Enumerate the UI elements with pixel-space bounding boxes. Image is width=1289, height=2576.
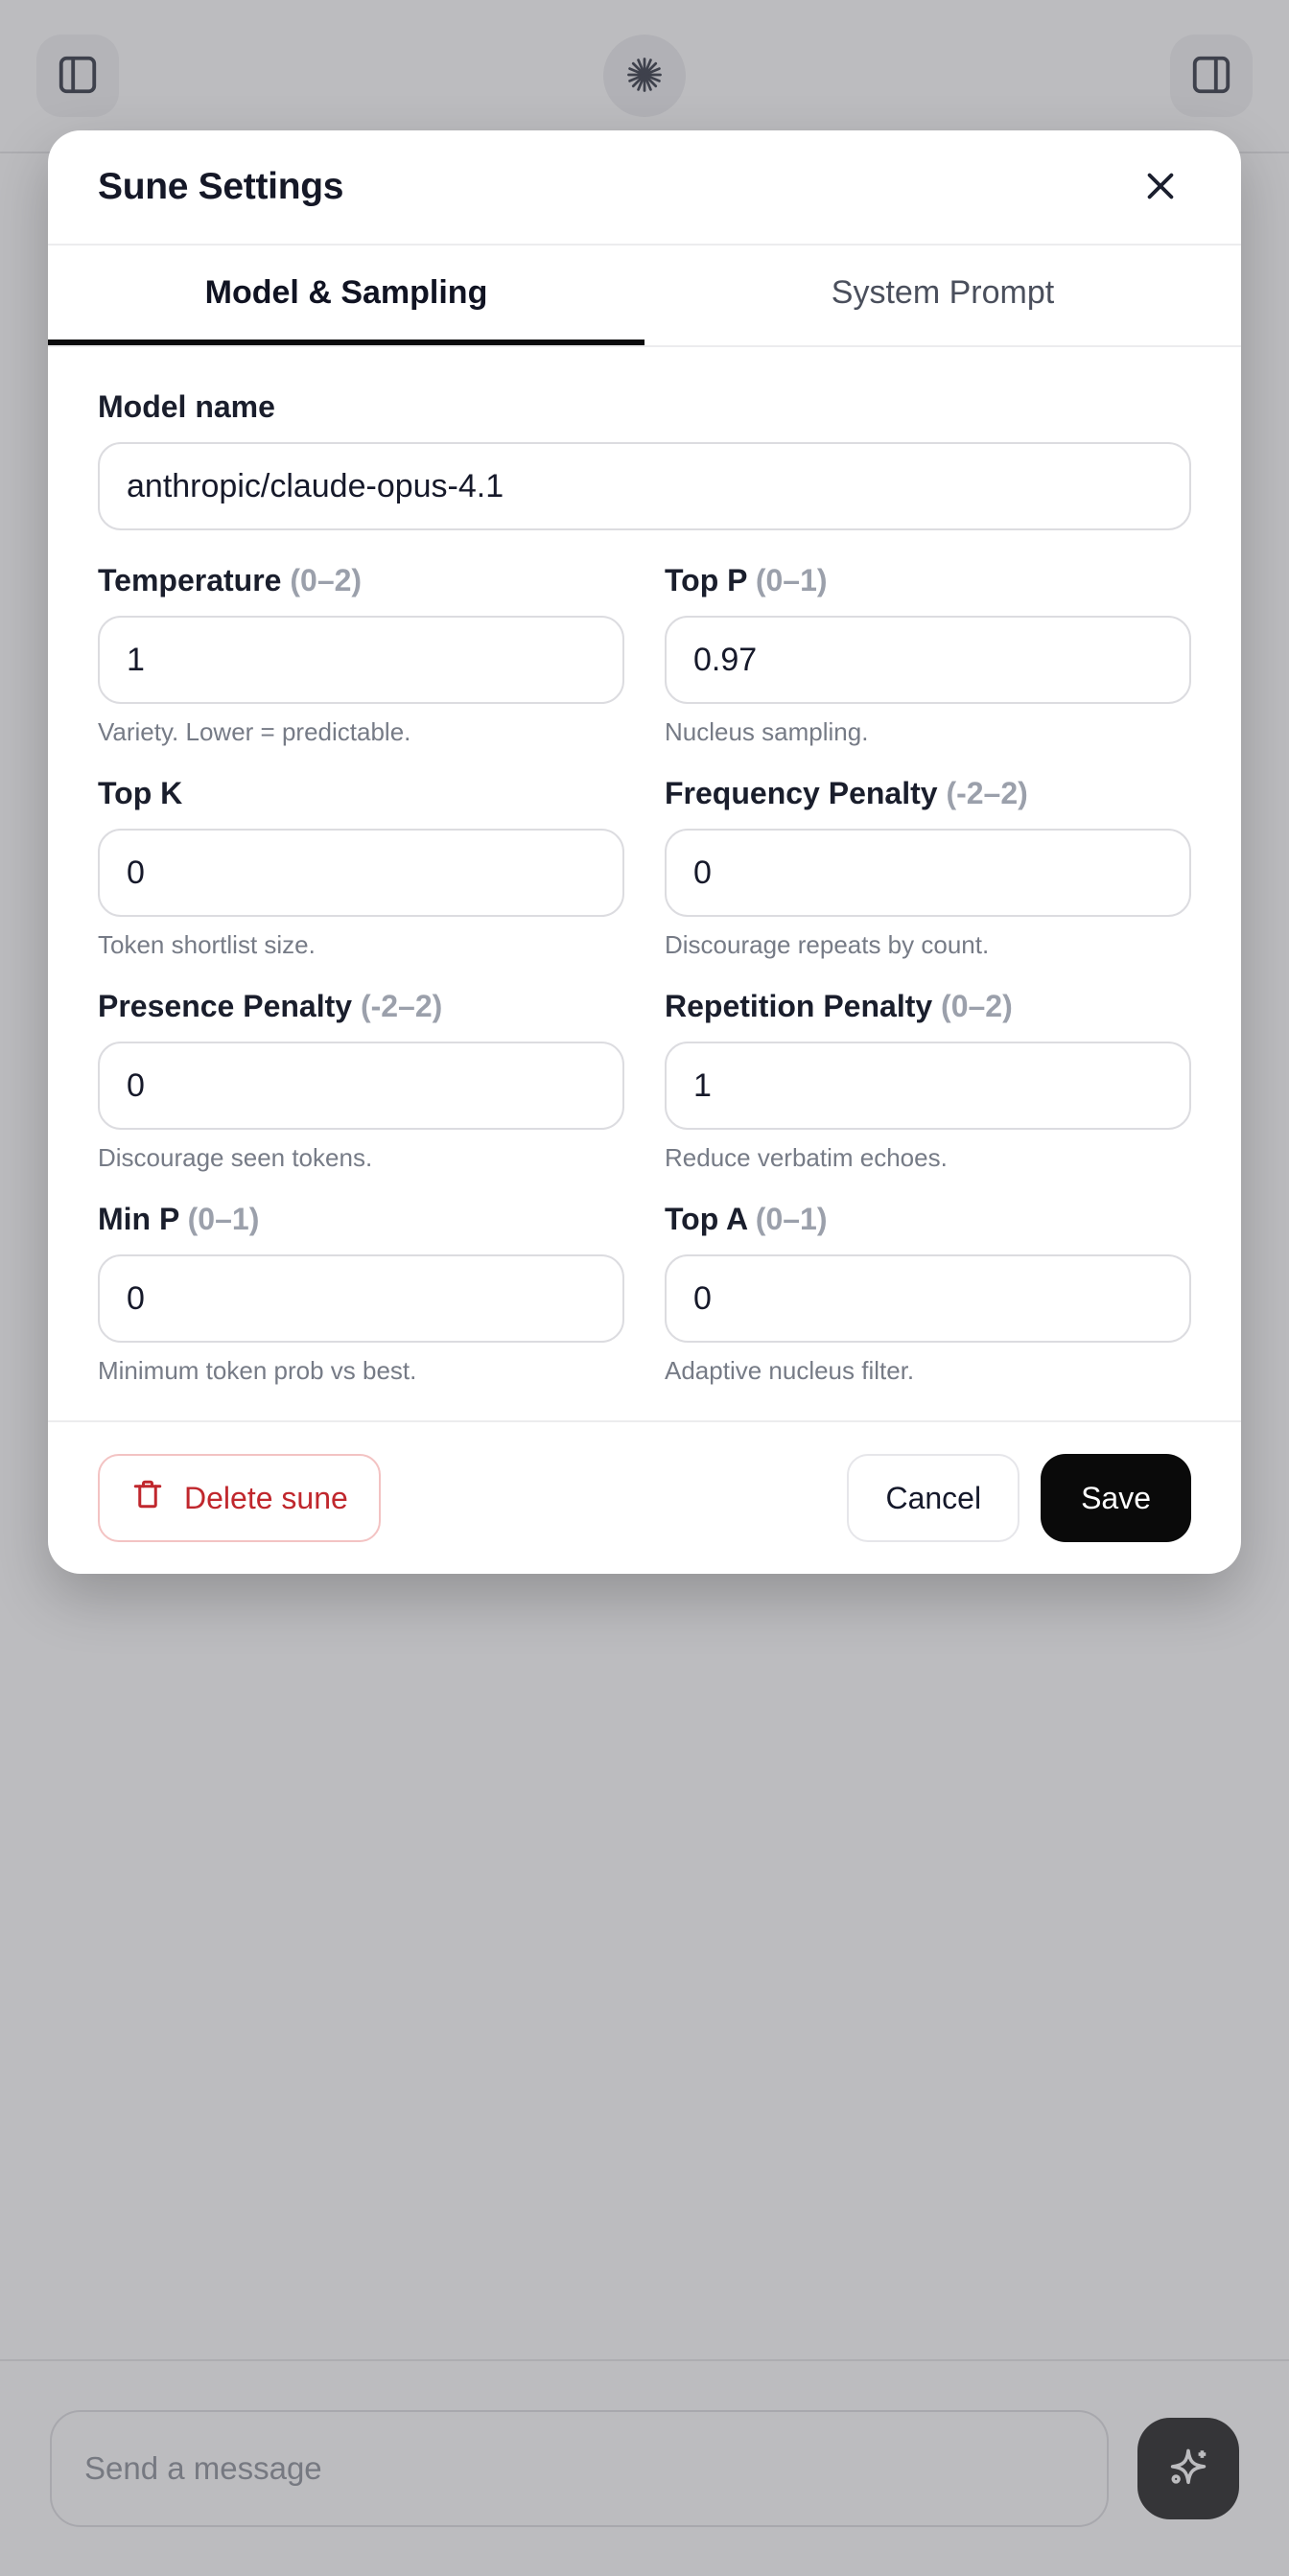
field-temperature: Temperature (0–2) Variety. Lower = predi…	[98, 563, 624, 747]
top-a-label-text: Top A	[665, 1202, 747, 1236]
presence-penalty-hint: Discourage seen tokens.	[98, 1143, 373, 1172]
presence-penalty-range: (-2–2)	[360, 989, 443, 1023]
brand-logo-button[interactable]	[603, 35, 686, 117]
left-panel-toggle-button[interactable]	[36, 35, 119, 117]
send-button[interactable]	[1137, 2418, 1239, 2519]
dialog-footer: Delete sune Cancel Save	[48, 1422, 1241, 1574]
frequency-penalty-input[interactable]	[665, 829, 1191, 917]
trash-icon	[130, 1477, 165, 1519]
app-header	[0, 0, 1289, 153]
repetition-penalty-range: (0–2)	[941, 989, 1013, 1023]
sparkle-icon	[1162, 2442, 1214, 2496]
field-presence-penalty: Presence Penalty (-2–2) Discourage seen …	[98, 989, 624, 1173]
top-p-hint: Nucleus sampling.	[665, 717, 869, 746]
delete-sune-button[interactable]: Delete sune	[98, 1454, 381, 1542]
sunburst-logo-icon	[623, 54, 666, 99]
temperature-label: Temperature (0–2)	[98, 563, 624, 598]
top-k-label: Top K	[98, 776, 624, 811]
temperature-hint: Variety. Lower = predictable.	[98, 717, 411, 746]
page-title: Sune Settings	[98, 166, 344, 207]
sune-settings-dialog: Sune Settings Model & Sampling System Pr…	[48, 130, 1241, 1574]
min-p-input[interactable]	[98, 1254, 624, 1343]
min-p-label: Min P (0–1)	[98, 1202, 624, 1237]
frequency-penalty-label: Frequency Penalty (-2–2)	[665, 776, 1191, 811]
min-p-label-text: Min P	[98, 1202, 179, 1236]
close-icon	[1140, 166, 1181, 209]
top-k-label-text: Top K	[98, 776, 183, 810]
dialog-tabs: Model & Sampling System Prompt	[48, 246, 1241, 347]
right-panel-toggle-icon	[1189, 53, 1233, 100]
frequency-penalty-label-text: Frequency Penalty	[665, 776, 938, 810]
min-p-range: (0–1)	[187, 1202, 260, 1236]
model-name-field: Model name	[98, 389, 1191, 530]
model-name-input[interactable]	[98, 442, 1191, 530]
field-repetition-penalty: Repetition Penalty (0–2) Reduce verbatim…	[665, 989, 1191, 1173]
field-top-p: Top P (0–1) Nucleus sampling.	[665, 563, 1191, 747]
field-frequency-penalty: Frequency Penalty (-2–2) Discourage repe…	[665, 776, 1191, 960]
repetition-penalty-input[interactable]	[665, 1042, 1191, 1130]
model-name-label: Model name	[98, 389, 275, 424]
top-p-label: Top P (0–1)	[665, 563, 1191, 598]
top-k-hint: Token shortlist size.	[98, 930, 316, 959]
presence-penalty-label-text: Presence Penalty	[98, 989, 353, 1023]
top-p-label-text: Top P	[665, 563, 747, 597]
repetition-penalty-hint: Reduce verbatim echoes.	[665, 1143, 948, 1172]
top-p-range: (0–1)	[755, 563, 828, 597]
field-min-p: Min P (0–1) Minimum token prob vs best.	[98, 1202, 624, 1386]
top-a-input[interactable]	[665, 1254, 1191, 1343]
top-k-input[interactable]	[98, 829, 624, 917]
top-a-hint: Adaptive nucleus filter.	[665, 1356, 915, 1385]
composer-bar	[0, 2359, 1289, 2576]
save-button[interactable]: Save	[1041, 1454, 1191, 1542]
temperature-range: (0–2)	[290, 563, 363, 597]
repetition-penalty-label: Repetition Penalty (0–2)	[665, 989, 1191, 1024]
model-and-sampling-panel: Model name Temperature (0–2) Variety. Lo…	[48, 347, 1241, 1422]
temperature-label-text: Temperature	[98, 563, 282, 597]
field-top-k: Top K Token shortlist size.	[98, 776, 624, 960]
right-panel-toggle-button[interactable]	[1170, 35, 1253, 117]
delete-sune-label: Delete sune	[184, 1480, 348, 1515]
field-top-a: Top A (0–1) Adaptive nucleus filter.	[665, 1202, 1191, 1386]
dialog-header: Sune Settings	[48, 130, 1241, 246]
top-a-range: (0–1)	[755, 1202, 828, 1236]
dialog-action-group: Cancel Save	[847, 1454, 1191, 1542]
sampling-parameters-grid: Temperature (0–2) Variety. Lower = predi…	[98, 563, 1191, 1386]
message-input[interactable]	[50, 2410, 1109, 2527]
left-panel-toggle-icon	[56, 53, 100, 100]
cancel-button[interactable]: Cancel	[847, 1454, 1020, 1542]
presence-penalty-input[interactable]	[98, 1042, 624, 1130]
temperature-input[interactable]	[98, 616, 624, 704]
frequency-penalty-hint: Discourage repeats by count.	[665, 930, 990, 959]
presence-penalty-label: Presence Penalty (-2–2)	[98, 989, 624, 1024]
top-p-input[interactable]	[665, 616, 1191, 704]
tab-model-and-sampling[interactable]: Model & Sampling	[48, 246, 644, 345]
min-p-hint: Minimum token prob vs best.	[98, 1356, 417, 1385]
top-a-label: Top A (0–1)	[665, 1202, 1191, 1237]
repetition-penalty-label-text: Repetition Penalty	[665, 989, 933, 1023]
close-button[interactable]	[1130, 156, 1191, 218]
tab-system-prompt[interactable]: System Prompt	[644, 246, 1241, 345]
frequency-penalty-range: (-2–2)	[946, 776, 1028, 810]
